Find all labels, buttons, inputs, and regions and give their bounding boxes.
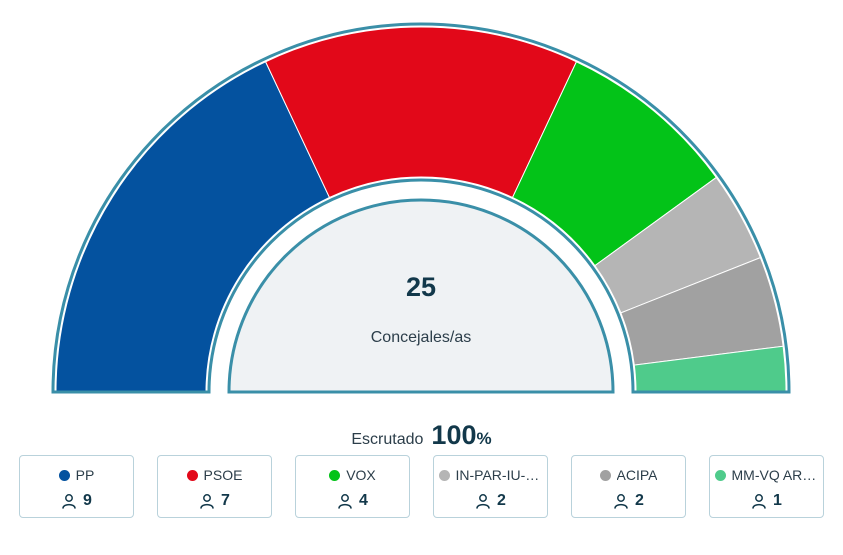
seat-count: 7	[221, 492, 230, 509]
seat-count: 2	[635, 492, 644, 509]
party-color-dot	[329, 469, 341, 481]
slice-pp[interactable]	[55, 61, 331, 393]
party-color-dot	[186, 469, 198, 481]
hemicycle-center-disc	[227, 198, 615, 394]
seat-count-row: 2	[475, 492, 506, 510]
total-seats-label: Concejales/as	[370, 329, 472, 346]
scrutiny-label: Escrutado	[351, 431, 424, 448]
party-color-dot	[714, 469, 726, 481]
legend-card-mm-vq-ara[interactable]: MM-VQ ARA... 1	[709, 455, 824, 518]
party-color-dot	[438, 469, 450, 481]
legend-name-row: IN-PAR-IU-P...	[438, 467, 543, 483]
legend-name-row: VOX	[329, 467, 376, 483]
slice-psoe[interactable]	[264, 26, 578, 199]
person-icon	[62, 494, 76, 509]
seat-count: 4	[359, 492, 368, 509]
party-name: PSOE	[203, 467, 243, 483]
seat-count: 2	[497, 492, 506, 509]
scrutiny-unit: %	[476, 429, 492, 448]
party-name: MM-VQ ARA...	[731, 467, 819, 483]
legend-name-row: ACIPA	[599, 467, 658, 483]
party-name: VOX	[346, 467, 376, 483]
seat-count-row: 4	[337, 492, 368, 510]
person-icon	[338, 494, 352, 509]
party-color-dot	[599, 469, 611, 481]
total-seats: 25	[405, 272, 437, 302]
hemicycle-chart	[51, 22, 791, 394]
party-color-dot	[58, 469, 70, 481]
seat-count-row: 9	[61, 492, 92, 510]
legend-card-pp[interactable]: PP 9	[19, 455, 134, 518]
party-legend: PP 9 PSOE 7 VOX 4 IN-PAR-IU-P... 2 ACIPA 2 MM-VQ A…	[19, 455, 824, 519]
person-icon	[614, 494, 628, 509]
person-icon	[200, 494, 214, 509]
seat-count-row: 2	[613, 492, 644, 510]
scrutiny-value: 100	[431, 420, 477, 450]
seat-count-row: 7	[199, 492, 230, 510]
scrutiny-status: Escrutado 100%	[0, 420, 843, 451]
seat-count: 9	[83, 492, 92, 509]
legend-name-row: MM-VQ ARA...	[714, 467, 819, 483]
person-icon	[476, 494, 490, 509]
party-name: IN-PAR-IU-P...	[455, 467, 543, 483]
legend-name-row: PP	[58, 467, 95, 483]
hemicycle-outer-outline	[51, 22, 791, 394]
party-name: PP	[75, 467, 95, 483]
person-icon	[752, 494, 766, 509]
legend-card-in-par-iu-p[interactable]: IN-PAR-IU-P... 2	[433, 455, 548, 518]
legend-card-vox[interactable]: VOX 4	[295, 455, 410, 518]
legend-name-row: PSOE	[186, 467, 243, 483]
hemicycle-slices	[55, 26, 787, 393]
seat-count-row: 1	[751, 492, 782, 510]
legend-card-acipa[interactable]: ACIPA 2	[571, 455, 686, 518]
seat-count: 1	[773, 492, 782, 509]
party-name: ACIPA	[616, 467, 658, 483]
legend-card-psoe[interactable]: PSOE 7	[157, 455, 272, 518]
